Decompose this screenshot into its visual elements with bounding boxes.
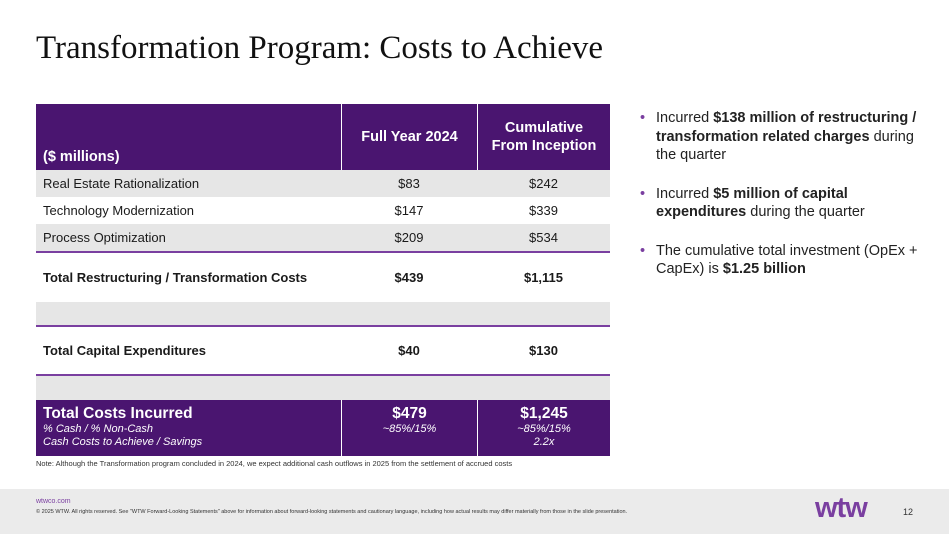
page-number: 12 — [903, 507, 914, 517]
row-label: Real Estate Rationalization — [43, 176, 200, 191]
bullet-text: Incurred $5 million of capital expenditu… — [656, 185, 865, 221]
wtw-logo: wtw — [815, 492, 868, 524]
costs-table: ($ millions) Full Year 2024 Cumulative F… — [36, 104, 610, 456]
bullet-list: • Incurred $138 million of restructuring… — [640, 109, 930, 299]
table-row: Real Estate Rationalization $83 $242 — [36, 170, 610, 197]
header-cumulative-line1: Cumulative — [504, 120, 584, 136]
costs-incurred-cumulative: $1,245 ~85%/15% 2.2x — [477, 400, 610, 456]
row-cumulative-value: $242 — [529, 176, 558, 191]
costs-incurred-full-year: $479 ~85%/15% — [341, 400, 477, 456]
header-units-label: ($ millions) — [43, 149, 120, 165]
row-cumulative-value: $339 — [529, 203, 558, 218]
costs-incurred-label: Total Costs Incurred — [43, 405, 193, 422]
row-cumulative-value: $130 — [529, 343, 558, 358]
row-label: Total Capital Expenditures — [43, 343, 207, 358]
copyright-text: © 2025 WTW. All rights reserved. See "WT… — [36, 509, 628, 515]
savings-ratio-label: Cash Costs to Achieve / Savings — [43, 436, 203, 448]
header-full-year: Full Year 2024 — [341, 104, 477, 170]
bullet-item: • The cumulative total investment (OpEx … — [640, 242, 930, 279]
restructuring-total-row: Total Restructuring / Transformation Cos… — [36, 251, 610, 302]
bullet-dot-icon: • — [640, 242, 646, 259]
savings-ratio-cum-value: 2.2x — [533, 436, 555, 448]
bullet-item: • Incurred $5 million of capital expendi… — [640, 185, 930, 222]
row-cumulative-value: $1,115 — [523, 270, 564, 285]
table-row: Technology Modernization $147 $339 — [36, 197, 610, 224]
bullet-item: • Incurred $138 million of restructuring… — [640, 109, 930, 165]
table-header-row: ($ millions) Full Year 2024 Cumulative F… — [36, 104, 610, 170]
costs-incurred-cum-value: $1,245 — [520, 405, 568, 422]
table-row: Process Optimization $209 $534 — [36, 224, 610, 251]
cash-split-cum-value: ~85%/15% — [517, 423, 571, 435]
row-label: Process Optimization — [43, 230, 166, 245]
spacer-row — [36, 302, 610, 325]
row-full-year-value: $147 — [394, 203, 424, 218]
bullet-text: The cumulative total investment (OpEx + … — [656, 242, 918, 278]
row-full-year-value: $40 — [398, 343, 420, 358]
bullet-dot-icon: • — [640, 185, 646, 202]
website-link[interactable]: wtwco.com — [36, 498, 71, 505]
row-cumulative-value: $534 — [529, 230, 558, 245]
header-cumulative-line2: From Inception — [491, 138, 597, 154]
row-full-year-value: $209 — [394, 230, 424, 245]
costs-incurred-fy-value: $479 — [392, 405, 427, 422]
cash-split-fy-value: ~85%/15% — [382, 423, 437, 435]
row-full-year-value: $83 — [398, 176, 420, 191]
row-full-year-value: $439 — [394, 270, 424, 285]
page-title: Transformation Program: Costs to Achieve — [36, 30, 604, 66]
slide-footer: wtwco.com © 2025 WTW. All rights reserve… — [0, 489, 949, 534]
bullet-dot-icon: • — [640, 110, 646, 126]
capex-total-row: Total Capital Expenditures $40 $130 — [36, 325, 610, 376]
cash-split-label: % Cash / % Non-Cash — [43, 423, 154, 435]
header-cumulative: Cumulative From Inception — [477, 104, 610, 170]
table-note: Note: Although the Transformation progra… — [36, 459, 513, 468]
costs-incurred-row: Total Costs Incurred % Cash / % Non-Cash… — [36, 400, 610, 456]
row-label: Total Restructuring / Transformation Cos… — [43, 270, 308, 285]
costs-incurred-labels: Total Costs Incurred % Cash / % Non-Cash… — [36, 400, 341, 456]
bullet-text: Incurred $138 million of restructuring /… — [656, 110, 917, 163]
spacer-row — [36, 376, 610, 400]
row-label: Technology Modernization — [43, 203, 195, 218]
